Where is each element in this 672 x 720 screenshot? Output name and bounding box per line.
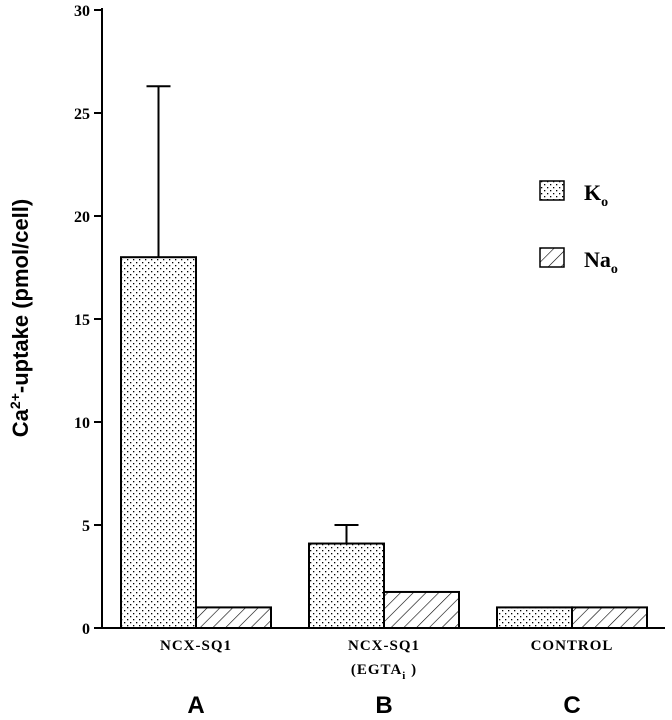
y-axis-title: Ca2+-uptake (pmol/cell) (7, 199, 33, 437)
group-letter: C (563, 692, 580, 719)
x-axis-labels: NCX-SQ1 A NCX-SQ1 (EGTAi ) B CONTROL C (160, 638, 614, 719)
y-tick-label: 25 (74, 106, 90, 123)
legend-label-nao: Nao (584, 247, 618, 277)
bar-ko-b (308, 542, 385, 629)
legend-label-nao-main: Na (584, 247, 611, 272)
y-axis-title-superscript: 2+ (7, 393, 23, 409)
bar-ko-a (120, 256, 197, 629)
legend-swatch-nao (539, 247, 565, 268)
legend-label-ko-main: K (584, 180, 601, 205)
category-sublabel: (EGTAi ) (351, 662, 417, 682)
y-tick-label: 15 (74, 312, 90, 329)
legend-label-ko-sub: o (601, 195, 608, 210)
y-axis-title-main: Ca (8, 408, 33, 437)
y-tick-label: 5 (82, 518, 90, 535)
bar-ko-c (496, 606, 573, 630)
y-axis-title-rest: -uptake (pmol/cell) (8, 199, 33, 393)
category-label: NCX-SQ1 (160, 638, 232, 654)
legend-swatch-ko (539, 180, 565, 201)
bars (120, 256, 648, 630)
group-letter: B (375, 692, 392, 719)
error-bars (146, 85, 359, 544)
legend-label-nao-sub: o (611, 262, 618, 277)
bar-nao-c (571, 606, 648, 630)
group-letter: A (187, 692, 204, 719)
bar-nao-a (195, 606, 272, 630)
y-tick-label: 30 (74, 3, 90, 20)
legend: Ko Nao (539, 180, 618, 277)
y-tick-label: 20 (74, 209, 90, 226)
category-label: NCX-SQ1 (348, 638, 420, 654)
bar-nao-b (383, 590, 460, 630)
y-tick-label: 10 (74, 415, 90, 432)
category-label: CONTROL (531, 638, 614, 654)
y-tick-label: 0 (82, 621, 90, 638)
legend-label-ko: Ko (584, 180, 608, 210)
